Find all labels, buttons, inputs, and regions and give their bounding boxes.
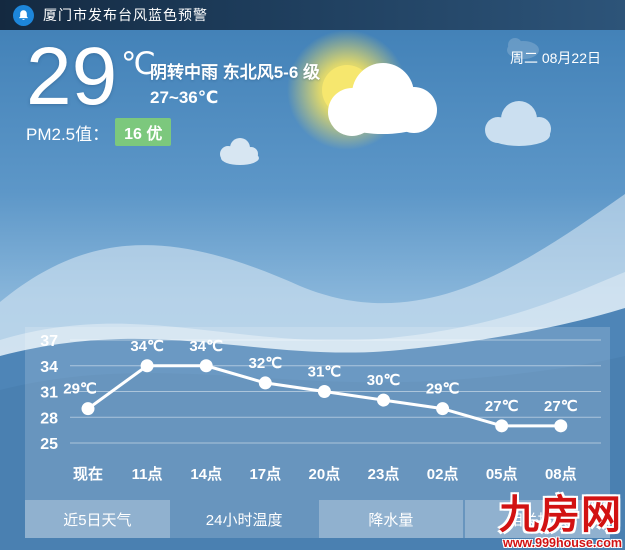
svg-text:25: 25 [40,436,58,453]
cloud-icon-faint-date [507,38,539,59]
weather-condition: 阴转中雨 东北风5-6 级 [150,63,321,82]
tab-related-index[interactable]: 相关指数 [465,500,610,538]
pm25-label: PM2.5值： [26,124,110,144]
svg-text:34: 34 [40,359,58,376]
svg-text:27℃: 27℃ [544,398,578,415]
pm25-row: PM2.5值： 16 优 [26,118,172,146]
svg-text:05点: 05点 [486,466,518,483]
alert-bar: 厦门市发布台风蓝色预警 [0,0,625,30]
watermark-url: www.999house.com [502,536,622,550]
temperature-range: 27~36℃ [150,88,219,107]
watermark-logo: 九房网 [499,493,622,537]
cloud-icon-right [485,101,551,146]
cloud-icon-small-left [220,138,259,165]
svg-text:31: 31 [40,385,58,402]
svg-text:37: 37 [40,333,58,350]
wave-shapes [0,194,625,550]
svg-text:30℃: 30℃ [367,372,401,389]
svg-text:31℃: 31℃ [308,364,342,381]
svg-text:29℃: 29℃ [426,381,460,398]
chart-tabbar: 近5日天气 24小时温度 降水量 相关指数 [25,500,610,538]
svg-text:34℃: 34℃ [130,338,164,355]
date-label: 周二 08月22日 [509,50,601,66]
tab-precipitation[interactable]: 降水量 [318,500,464,538]
cloud-icon-big [328,63,437,136]
svg-text:02点: 02点 [427,466,459,483]
alert-title: 厦门市发布台风蓝色预警 [43,7,208,23]
chart-panel: 37 34 31 28 25 29℃ 现在 34℃ 11点 34℃ 14点 32℃ 17点 31℃ 20点 3… [25,327,610,538]
tab-5day-weather[interactable]: 近5日天气 [25,500,170,538]
temperature-chart: 37 34 31 28 25 29℃ 现在 34℃ 11点 34℃ 14点 32℃ 17点 31℃ 20点 3… [40,333,601,483]
svg-text:23点: 23点 [368,466,400,483]
pm25-value-badge: 16 优 [115,118,172,146]
svg-text:14点: 14点 [190,466,222,483]
watermark: 九房网 www.999house.com [499,495,622,550]
svg-text:27℃: 27℃ [485,398,519,415]
svg-text:29℃: 29℃ [63,381,97,398]
svg-text:28: 28 [40,410,58,427]
temperature-unit: ℃ [121,46,156,81]
tab-24h-temperature[interactable]: 24小时温度 [205,511,283,529]
svg-text:20点: 20点 [309,466,341,483]
svg-text:32℃: 32℃ [249,355,283,372]
svg-text:11点: 11点 [132,466,163,483]
svg-text:现在: 现在 [73,465,103,483]
current-temperature: 29 [26,31,118,122]
svg-text:34℃: 34℃ [189,338,223,355]
bell-icon [13,4,34,26]
svg-text:17点: 17点 [249,466,281,483]
svg-text:08点: 08点 [545,466,577,483]
